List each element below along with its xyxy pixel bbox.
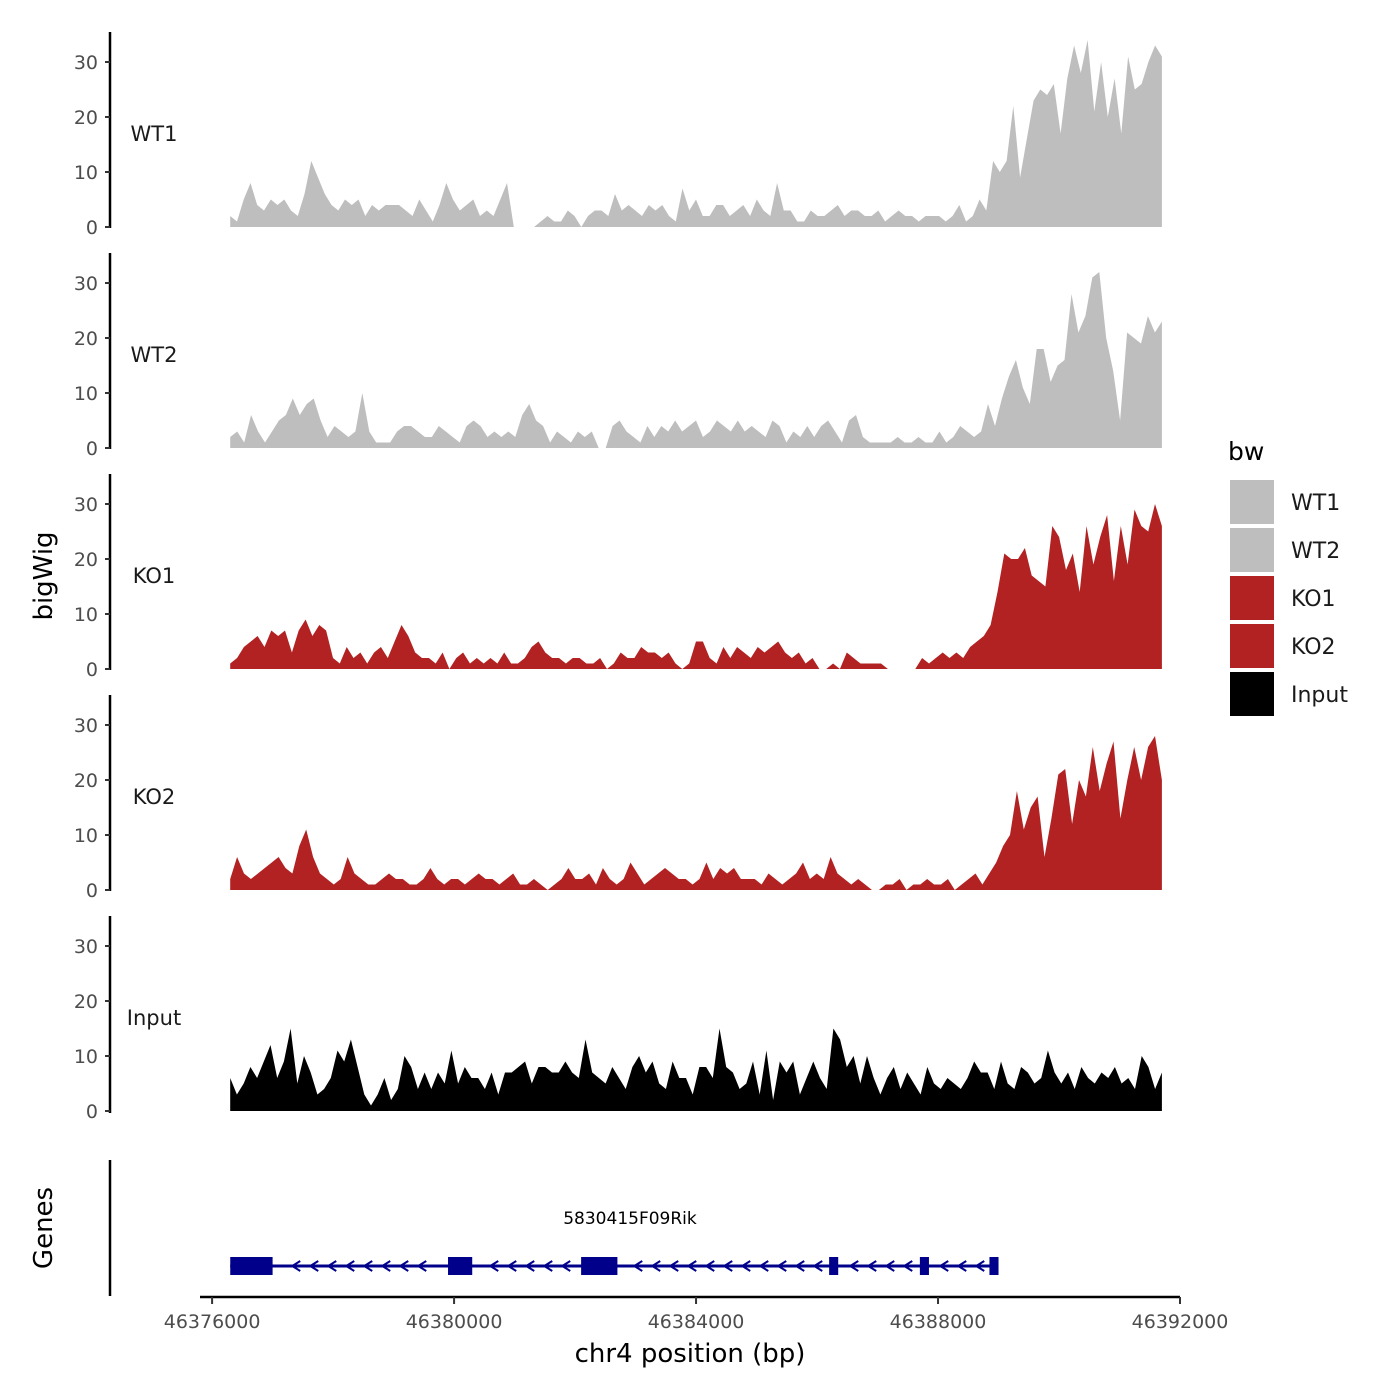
strand-arrow <box>308 1260 319 1272</box>
y-tick-label: 20 <box>74 991 98 1013</box>
strand-arrow <box>416 1260 427 1272</box>
strand-arrow <box>776 1260 787 1272</box>
strand-arrow <box>704 1260 715 1272</box>
strand-arrow <box>344 1260 355 1272</box>
legend-label-wt2: WT2 <box>1291 539 1340 564</box>
signal-area-ko2 <box>230 736 1162 890</box>
track-ko1: 0 10 20 30 KO1 <box>74 474 1162 681</box>
gene-exon <box>448 1257 473 1275</box>
y-tick-label: 0 <box>86 217 98 239</box>
track-label: KO2 <box>133 785 176 809</box>
y-tick-label: 0 <box>86 438 98 460</box>
signal-area-ko1 <box>230 504 1162 669</box>
gene-exon <box>829 1257 839 1275</box>
track-label: KO1 <box>133 564 176 588</box>
y-tick-label: 10 <box>74 1046 98 1068</box>
strand-arrow <box>326 1260 337 1272</box>
strand-arrow <box>668 1260 679 1272</box>
strand-arrow <box>866 1260 877 1272</box>
strand-arrow <box>740 1260 751 1272</box>
gene-exon <box>230 1257 273 1275</box>
legend: bw WT1 WT2 KO1 KO2 Input <box>1228 437 1348 716</box>
strand-arrow <box>902 1260 913 1272</box>
y-tick-label: 20 <box>74 328 98 350</box>
gene-exon <box>581 1257 618 1275</box>
y-tick-label: 20 <box>74 770 98 792</box>
strand-arrow <box>380 1260 391 1272</box>
y-tick-label: 10 <box>74 162 98 184</box>
legend-key-ko2 <box>1230 624 1274 668</box>
gene-track: 5830415F09Rik <box>108 1160 999 1296</box>
legend-label-input: Input <box>1291 683 1348 708</box>
x-axis: 46376000 46380000 46384000 46388000 46392000 <box>164 1295 1229 1333</box>
strand-arrow <box>938 1260 949 1272</box>
signal-area-wt2 <box>230 272 1162 448</box>
y-tick-label: 10 <box>74 825 98 847</box>
strand-arrow <box>506 1260 517 1272</box>
y-tick-label: 0 <box>86 1101 98 1123</box>
legend-label-wt1: WT1 <box>1291 491 1340 516</box>
x-axis-title: chr4 position (bp) <box>575 1339 806 1369</box>
y-tick-label: 0 <box>86 659 98 681</box>
legend-key-ko1 <box>1230 576 1274 620</box>
y-tick-label: 20 <box>74 107 98 129</box>
legend-key-wt1 <box>1230 480 1274 524</box>
legend-label-ko1: KO1 <box>1291 587 1336 612</box>
strand-arrow <box>812 1260 823 1272</box>
y-tick-label: 30 <box>74 52 98 74</box>
track-label: WT2 <box>131 343 178 367</box>
y-tick-label: 10 <box>74 604 98 626</box>
genes-axis-title: Genes <box>29 1187 59 1269</box>
y-tick-label: 30 <box>74 936 98 958</box>
legend-key-wt2 <box>1230 528 1274 572</box>
strand-arrow <box>488 1260 499 1272</box>
y-tick-label: 30 <box>74 494 98 516</box>
strand-arrow <box>560 1260 571 1272</box>
strand-arrow <box>884 1260 895 1272</box>
strand-arrow <box>794 1260 805 1272</box>
gene-exon <box>919 1257 929 1275</box>
legend-key-input <box>1230 672 1274 716</box>
strand-arrow <box>398 1260 409 1272</box>
strand-arrow <box>956 1260 967 1272</box>
signal-area-wt1 <box>230 40 1162 227</box>
y-tick-label: 20 <box>74 549 98 571</box>
strand-arrow <box>848 1260 859 1272</box>
track-wt2: 0 10 20 30 WT2 <box>74 253 1162 460</box>
x-tick-label: 46384000 <box>648 1311 745 1333</box>
y-tick-label: 0 <box>86 880 98 902</box>
strand-arrow <box>650 1260 661 1272</box>
legend-title: bw <box>1228 437 1264 466</box>
strand-arrow <box>722 1260 733 1272</box>
legend-label-ko2: KO2 <box>1291 635 1336 660</box>
strand-arrow <box>362 1260 373 1272</box>
tracks-layer: 0 10 20 30 WT1 0 10 20 30 WT2 0 10 20 30 KO1 0 10 20 30 KO2… <box>74 32 1162 1123</box>
track-wt1: 0 10 20 30 WT1 <box>74 32 1162 239</box>
y-tick-label: 10 <box>74 383 98 405</box>
y-axis-title: bigWig <box>29 531 59 620</box>
strand-arrow <box>632 1260 643 1272</box>
signal-area-input <box>230 1028 1162 1111</box>
strand-arrow <box>758 1260 769 1272</box>
track-label: Input <box>127 1006 181 1030</box>
track-input: 0 10 20 30 Input <box>74 916 1162 1123</box>
y-tick-label: 30 <box>74 273 98 295</box>
x-tick-label: 46392000 <box>1132 1311 1229 1333</box>
strand-arrow <box>974 1260 985 1272</box>
strand-arrow <box>686 1260 697 1272</box>
track-ko2: 0 10 20 30 KO2 <box>74 695 1162 902</box>
gene-exon <box>989 1257 999 1275</box>
gene-name-label: 5830415F09Rik <box>563 1209 697 1229</box>
strand-arrow <box>524 1260 535 1272</box>
x-tick-label: 46376000 <box>164 1311 261 1333</box>
x-tick-label: 46380000 <box>406 1311 503 1333</box>
x-tick-label: 46388000 <box>890 1311 987 1333</box>
strand-arrow <box>542 1260 553 1272</box>
track-label: WT1 <box>131 122 178 146</box>
strand-arrow <box>290 1260 301 1272</box>
y-tick-label: 30 <box>74 715 98 737</box>
